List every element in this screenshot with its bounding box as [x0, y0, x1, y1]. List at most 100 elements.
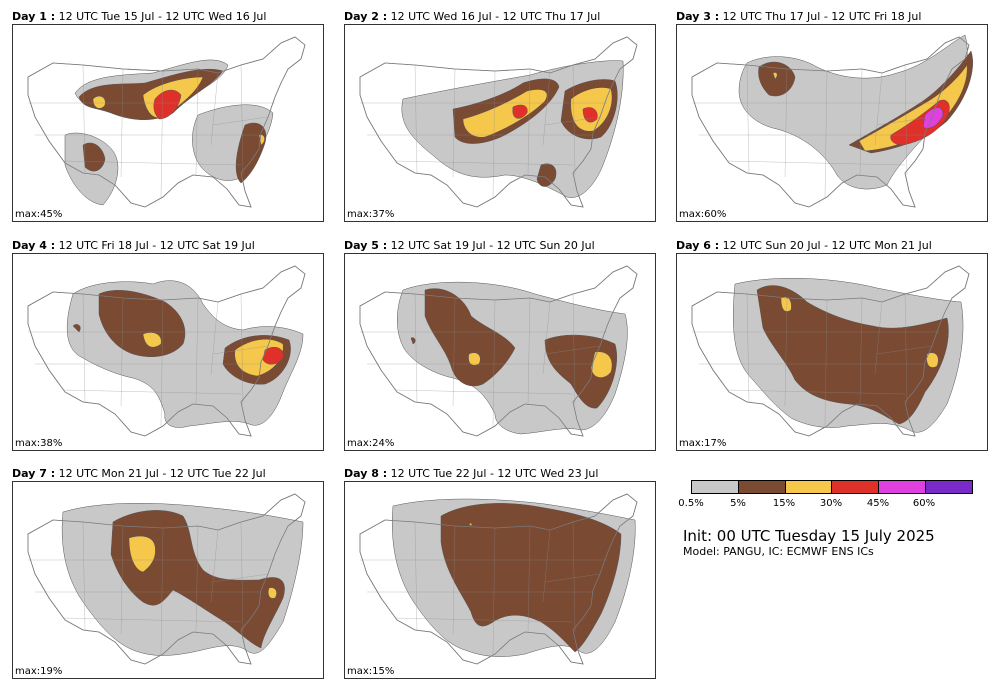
colorbar: [691, 480, 973, 494]
probability-contour: [536, 163, 557, 187]
max-label: max:19%: [15, 666, 63, 677]
state-border: [212, 573, 269, 583]
us-coastline: [27, 265, 306, 437]
state-border: [544, 345, 601, 355]
state-border: [572, 64, 576, 176]
probability-contour: [262, 347, 284, 365]
probability-contour: [92, 95, 106, 109]
probability-contour: [758, 61, 796, 97]
legend-tick: 0.5%: [678, 498, 704, 509]
probability-contour: [468, 352, 481, 366]
state-border: [240, 521, 244, 633]
state-border: [542, 301, 551, 375]
state-border: [160, 527, 164, 655]
legend-tick: 60%: [912, 498, 936, 509]
state-border: [62, 160, 242, 166]
panel-title: Day 4 : 12 UTC Fri 18 Jul - 12 UTC Sat 1…: [12, 239, 255, 252]
colorbar-swatch: [879, 481, 927, 493]
probability-contour: [98, 290, 186, 357]
max-label: max:15%: [347, 666, 395, 677]
probability-contour: [410, 337, 416, 345]
state-border: [452, 525, 456, 635]
map-day-6: max:17%: [676, 253, 988, 451]
us-coastline: [691, 36, 970, 208]
state-border: [492, 70, 496, 198]
colorbar-swatch: [832, 481, 880, 493]
panel-title: Day 6 : 12 UTC Sun 20 Jul - 12 UTC Mon 2…: [676, 239, 932, 252]
state-border: [784, 297, 788, 407]
state-border: [160, 299, 164, 427]
state-border: [544, 116, 601, 126]
state-border: [414, 521, 418, 631]
state-border: [746, 293, 750, 403]
max-label: max:17%: [679, 438, 727, 449]
state-border: [527, 68, 531, 176]
us-coastline: [359, 36, 638, 208]
probability-contour: [780, 296, 792, 312]
probability-contour: [424, 288, 516, 387]
probability-contour: [590, 351, 613, 378]
state-border: [212, 345, 269, 355]
state-border: [120, 525, 124, 635]
panel-title: Day 2 : 12 UTC Wed 16 Jul - 12 UTC Thu 1…: [344, 10, 601, 23]
probability-contour: [268, 587, 277, 599]
legend-tick: 5%: [730, 498, 746, 509]
probability-contour: [468, 522, 473, 527]
state-border: [82, 64, 86, 174]
state-border: [452, 68, 456, 178]
state-border: [876, 345, 933, 355]
panel-title: Day 3 : 12 UTC Thu 17 Jul - 12 UTC Fri 1…: [676, 10, 922, 23]
state-border: [859, 68, 863, 176]
state-border: [210, 529, 219, 603]
state-border: [544, 573, 601, 583]
state-border: [876, 116, 933, 126]
probability-contour: [772, 72, 778, 80]
map-day-5: max:24%: [344, 253, 656, 451]
state-border: [120, 68, 124, 178]
state-border: [859, 297, 863, 405]
max-label: max:60%: [679, 209, 727, 220]
state-border: [82, 293, 86, 403]
state-border: [160, 70, 164, 198]
state-border: [904, 293, 908, 405]
map-day-1: max:45%: [12, 24, 324, 222]
probability-contour: [128, 535, 156, 573]
state-border: [240, 64, 244, 176]
probability-contour: [153, 89, 182, 120]
state-border: [120, 297, 124, 407]
state-border: [572, 521, 576, 633]
us-coastline: [691, 265, 970, 437]
map-day-2: max:37%: [344, 24, 656, 222]
state-border: [726, 389, 906, 395]
max-label: max:37%: [347, 209, 395, 220]
panel-title: Day 1 : 12 UTC Tue 15 Jul - 12 UTC Wed 1…: [12, 10, 267, 23]
state-border: [210, 72, 219, 146]
state-border: [394, 389, 574, 395]
map-day-8: max:15%: [344, 481, 656, 679]
colorbar-swatch: [738, 481, 786, 493]
panel-title: Day 5 : 12 UTC Sat 19 Jul - 12 UTC Sun 2…: [344, 239, 595, 252]
state-border: [824, 299, 828, 427]
map-day-3: max:60%: [676, 24, 988, 222]
state-border: [572, 293, 576, 405]
probability-contour: [142, 332, 162, 348]
state-border: [195, 297, 199, 405]
state-border: [492, 527, 496, 655]
us-coastline: [27, 493, 306, 665]
colorbar-swatch: [785, 481, 833, 493]
us-coastline: [359, 493, 638, 665]
state-border: [542, 72, 551, 146]
state-border: [212, 116, 269, 126]
model-info: Model: PANGU, IC: ECMWF ENS ICs: [683, 545, 874, 558]
state-border: [414, 64, 418, 174]
probability-contour: [582, 107, 598, 123]
legend-tick: 45%: [866, 498, 890, 509]
state-border: [746, 64, 750, 174]
legend-tick: 15%: [772, 498, 796, 509]
state-border: [904, 64, 908, 176]
panel-title: Day 8 : 12 UTC Tue 22 Jul - 12 UTC Wed 2…: [344, 467, 599, 480]
state-border: [726, 160, 906, 166]
max-label: max:38%: [15, 438, 63, 449]
probability-contour: [462, 89, 548, 138]
max-label: max:24%: [347, 438, 395, 449]
